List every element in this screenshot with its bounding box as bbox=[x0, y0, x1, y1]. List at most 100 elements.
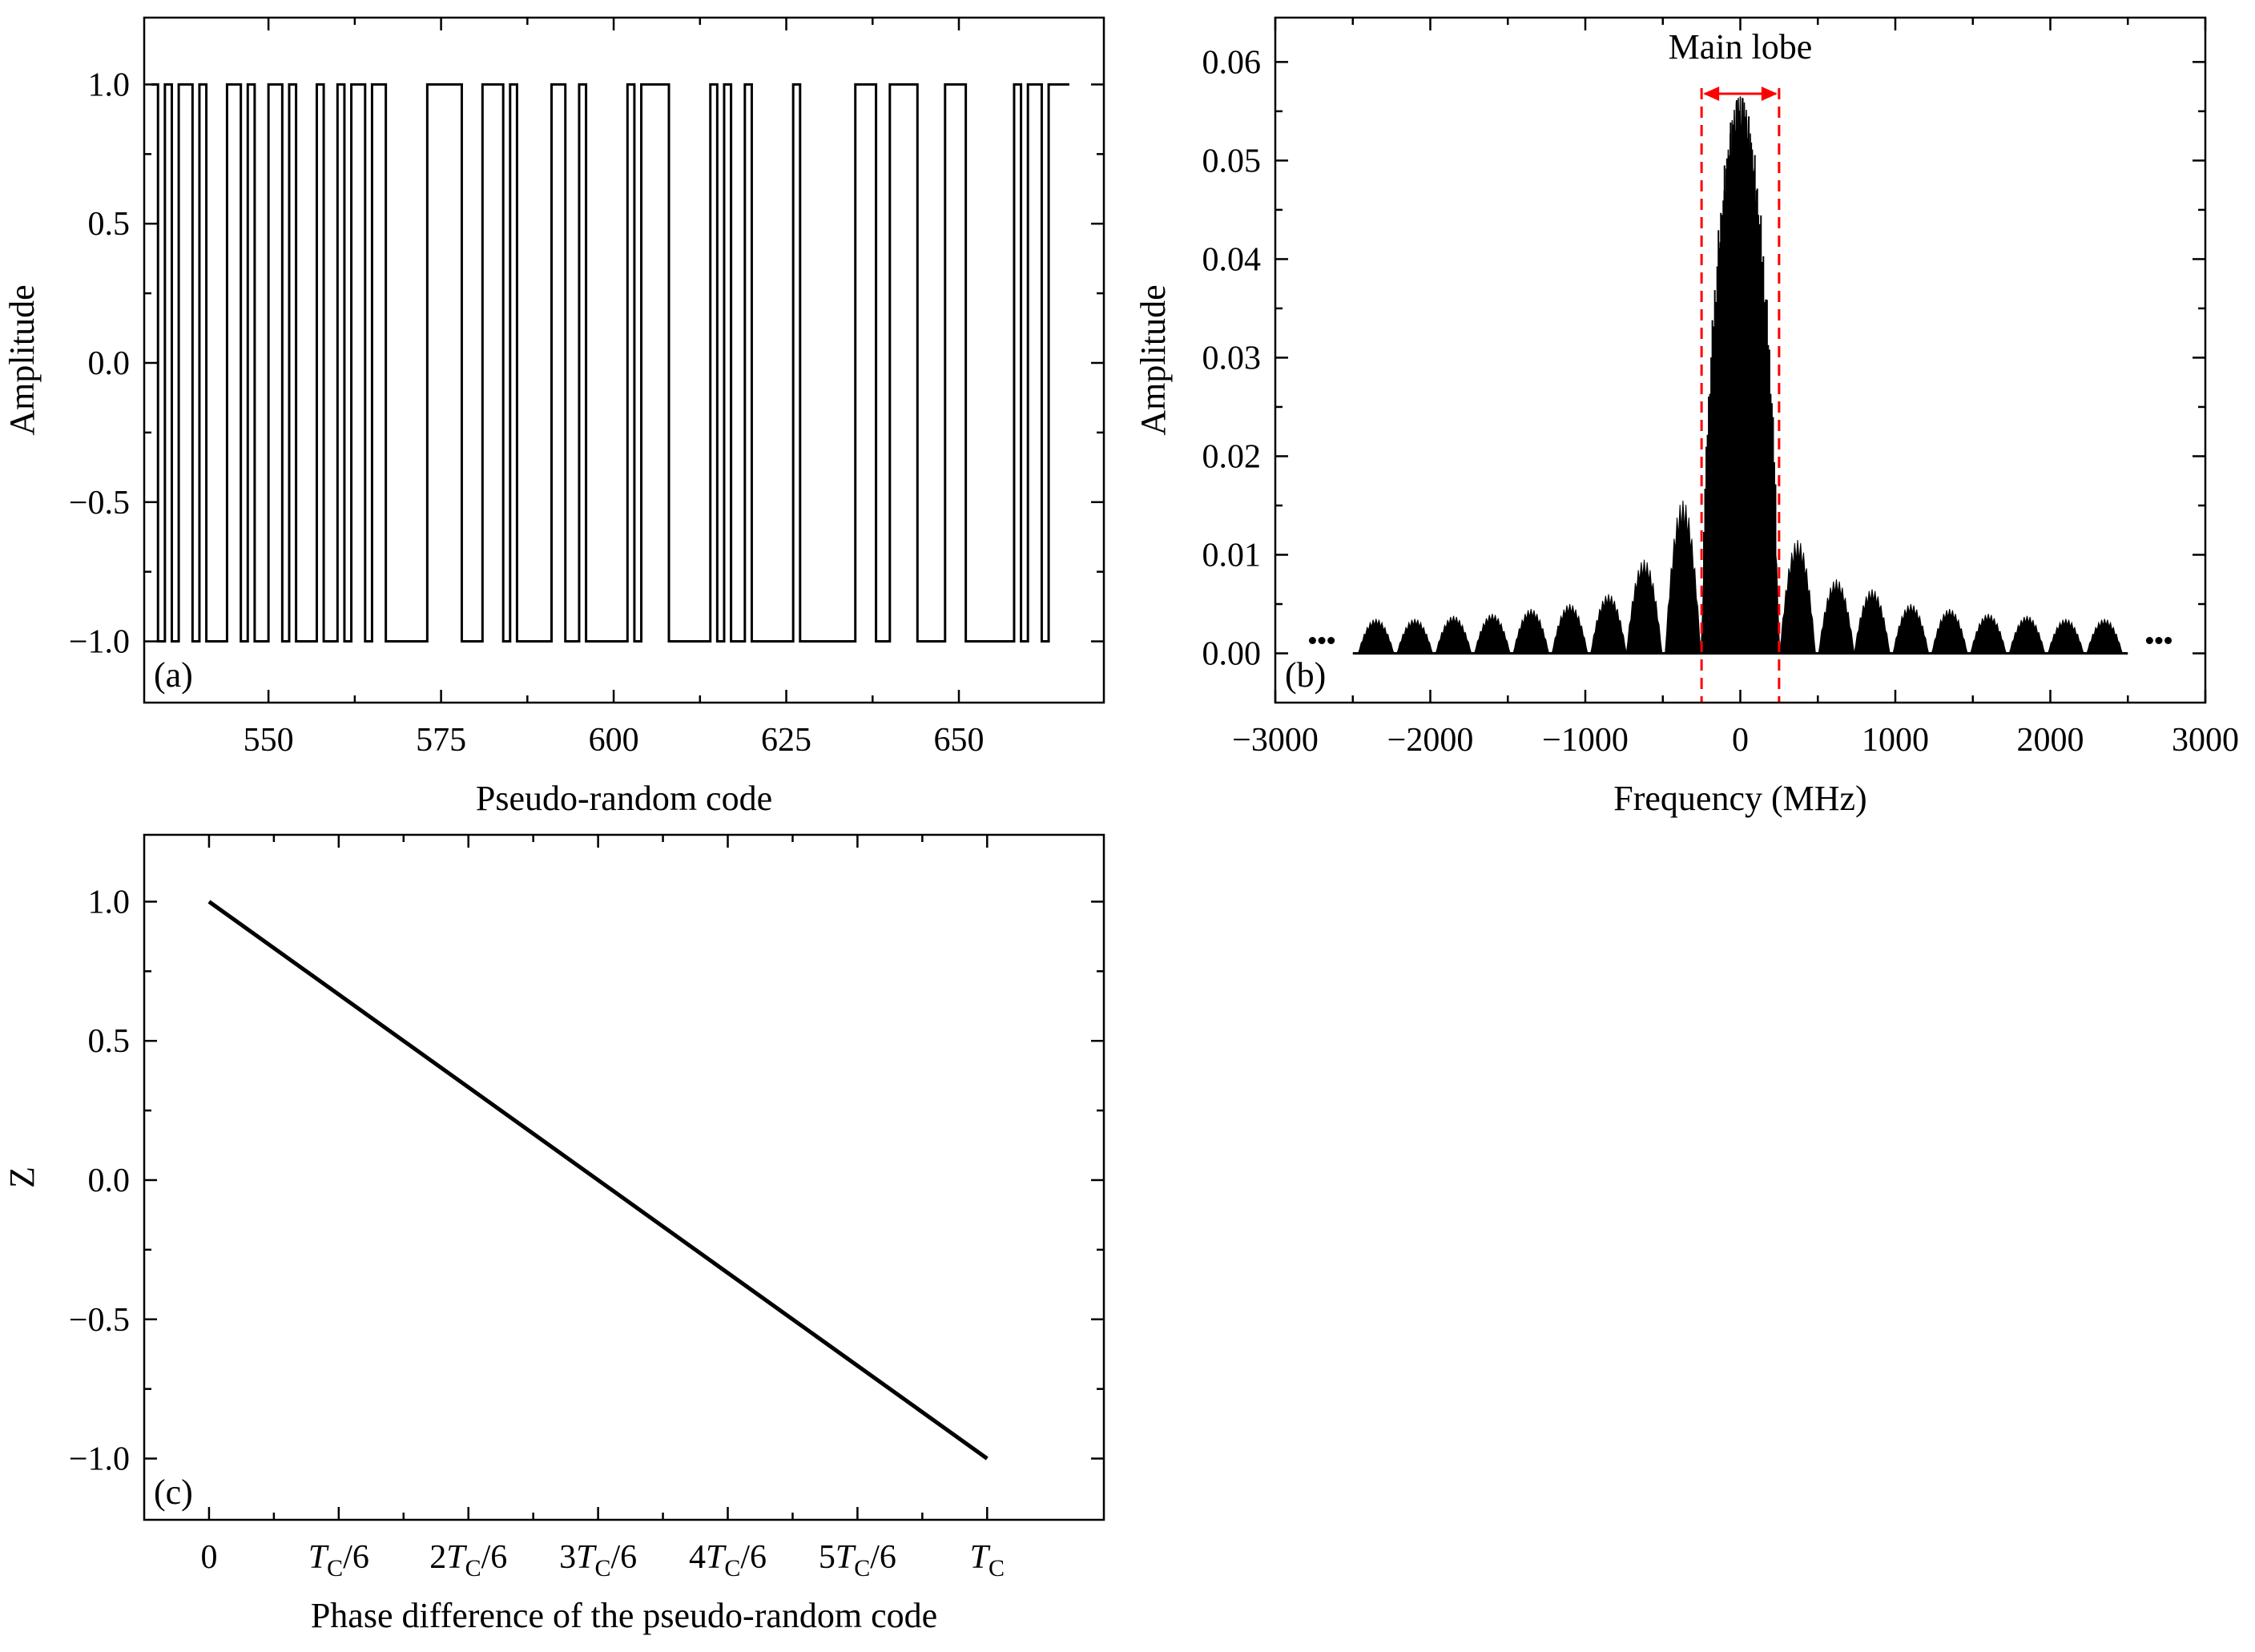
z-series-line bbox=[207, 900, 989, 1461]
y-axis-title: Amplitude bbox=[1134, 284, 1173, 435]
side-lobe bbox=[1590, 594, 1627, 654]
x-tick-label-part: C bbox=[854, 1555, 870, 1581]
x-tick-label: −1000 bbox=[1542, 722, 1629, 759]
x-tick-label: 2TC/6 bbox=[429, 1539, 507, 1581]
x-tick-label: 4TC/6 bbox=[689, 1539, 767, 1581]
ellipsis-dot bbox=[1318, 636, 1326, 644]
x-tick-label: TC bbox=[970, 1539, 1005, 1581]
y-tick-label: 0.04 bbox=[1202, 241, 1262, 278]
side-lobe bbox=[1818, 579, 1855, 654]
x-tick-label-part: C bbox=[989, 1555, 1005, 1581]
x-tick-label: 0 bbox=[1732, 722, 1749, 759]
x-tick-label: −3000 bbox=[1232, 722, 1319, 759]
x-tick-label-part: T bbox=[576, 1539, 597, 1576]
side-lobe bbox=[1779, 539, 1816, 654]
y-tick-label: 0.0 bbox=[88, 345, 131, 382]
x-axis-title: Phase difference of the pseudo-random co… bbox=[311, 1596, 937, 1635]
x-tick-label-part: T bbox=[970, 1539, 991, 1576]
x-tick-label-part: C bbox=[594, 1555, 610, 1581]
x-tick-label-part: /6 bbox=[343, 1539, 369, 1576]
x-axis-title: Frequency (MHz) bbox=[1613, 779, 1866, 818]
x-axis-title: Pseudo-random code bbox=[476, 779, 772, 818]
x-tick-label-part: T bbox=[836, 1539, 856, 1576]
ellipsis-dot bbox=[1308, 636, 1316, 644]
panel-c: 0 TC/6 2TC/6 3TC/6 4TC/6 5TC/6 TC−1.0−0.50.00.… bbox=[2, 833, 1105, 1635]
side-lobe bbox=[2086, 618, 2124, 654]
x-tick-label: 3000 bbox=[2172, 722, 2239, 759]
y-tick-label: −1.0 bbox=[69, 624, 130, 661]
y-tick-label: 0.5 bbox=[88, 206, 131, 243]
side-lobe bbox=[1396, 618, 1434, 654]
x-tick-label: 575 bbox=[416, 722, 466, 759]
x-tick-label-part: T bbox=[308, 1539, 329, 1576]
y-tick-label: 0.01 bbox=[1202, 537, 1262, 574]
side-lobe bbox=[1357, 618, 1395, 654]
y-tick-label: 1.0 bbox=[88, 884, 131, 921]
side-lobe bbox=[1892, 603, 1930, 654]
side-lobe bbox=[1551, 603, 1589, 654]
x-tick-label: 0 bbox=[200, 1539, 217, 1576]
plot-frame bbox=[143, 833, 1105, 1521]
x-tick-label: TC/6 bbox=[308, 1539, 369, 1581]
plot-frame bbox=[143, 16, 1105, 704]
code-series-line bbox=[151, 83, 1069, 643]
x-tick-label-part: C bbox=[465, 1555, 481, 1581]
panel-label: (b) bbox=[1285, 655, 1326, 695]
y-axis-title: Z bbox=[2, 1166, 42, 1188]
x-tick-label-part: /6 bbox=[610, 1539, 637, 1576]
y-tick-label: 0.05 bbox=[1202, 143, 1262, 179]
x-tick-label: 625 bbox=[761, 722, 811, 759]
y-tick-label: 0.03 bbox=[1202, 340, 1262, 377]
side-lobe bbox=[2008, 615, 2046, 654]
panel-label: (c) bbox=[154, 1473, 193, 1512]
x-tick-label-part: 2 bbox=[429, 1539, 446, 1576]
y-tick-label: −1.0 bbox=[69, 1441, 130, 1478]
panel-b: Main lobe −3000 −2000 −1000 0 1000 2000 3000 0.0… bbox=[1134, 16, 2239, 818]
x-tick-label-part: /6 bbox=[740, 1539, 767, 1576]
panel-a: 550 575 600 625 650 −1.0 −0.5 0.0 0.5 1.0 Pseudo-r… bbox=[2, 16, 1105, 818]
main-lobe-arrowhead-right bbox=[1761, 87, 1778, 101]
side-lobe bbox=[1435, 615, 1472, 654]
y-tick-label: −0.5 bbox=[69, 1302, 130, 1339]
x-tick-label: 3TC/6 bbox=[559, 1539, 637, 1581]
x-tick-label: 550 bbox=[244, 722, 294, 759]
main-lobe-label: Main lobe bbox=[1669, 27, 1813, 66]
y-tick-label: 0.02 bbox=[1202, 438, 1262, 475]
y-tick-label: 1.0 bbox=[88, 66, 131, 103]
spectrum-series bbox=[1352, 96, 2128, 655]
y-tick-label: 0.5 bbox=[88, 1023, 131, 1060]
x-tick-label: 650 bbox=[934, 722, 985, 759]
y-axis-title: Amplitude bbox=[2, 284, 42, 435]
x-tick-label-part: C bbox=[327, 1555, 343, 1581]
side-lobe bbox=[1625, 559, 1663, 654]
main-lobe-arrowhead-left bbox=[1703, 87, 1720, 101]
x-tick-label-part: /6 bbox=[870, 1539, 896, 1576]
ellipsis-dot bbox=[2164, 636, 2172, 644]
x-tick-label: 5TC/6 bbox=[819, 1539, 896, 1581]
y-tick-label: 0.0 bbox=[88, 1162, 131, 1199]
panel-label: (a) bbox=[154, 655, 193, 695]
side-lobe bbox=[1473, 614, 1511, 654]
x-tick-label-part: C bbox=[724, 1555, 740, 1581]
ellipsis-dot bbox=[2155, 636, 2163, 644]
x-tick-label-part: T bbox=[446, 1539, 467, 1576]
x-tick-label-part: 4 bbox=[689, 1539, 706, 1576]
side-lobe bbox=[1970, 614, 2007, 654]
side-lobe bbox=[1512, 609, 1550, 654]
x-tick-label: 2000 bbox=[2017, 722, 2084, 759]
x-tick-label-part: 3 bbox=[559, 1539, 576, 1576]
x-tick-label-part: 0 bbox=[200, 1539, 217, 1576]
y-tick-label: −0.5 bbox=[69, 485, 130, 522]
x-tick-label-part: /6 bbox=[481, 1539, 508, 1576]
ellipsis-dot bbox=[2145, 636, 2153, 644]
side-lobe bbox=[1931, 609, 1968, 654]
ellipsis-dot bbox=[1327, 636, 1335, 644]
side-lobe bbox=[2047, 618, 2084, 654]
x-tick-label-part: T bbox=[706, 1539, 727, 1576]
side-lobe bbox=[1665, 500, 1701, 654]
side-lobe bbox=[1854, 589, 1891, 654]
x-tick-label: −2000 bbox=[1387, 722, 1474, 759]
y-tick-label: 0.06 bbox=[1202, 44, 1262, 81]
y-tick-label: 0.00 bbox=[1202, 635, 1262, 672]
